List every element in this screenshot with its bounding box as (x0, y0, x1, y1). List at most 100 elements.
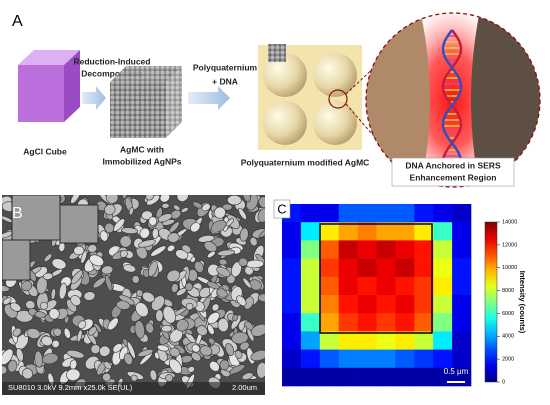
heat-cell (376, 349, 396, 369)
heat-cell (414, 222, 434, 241)
zoom-circle (365, 12, 541, 188)
heat-cell (433, 240, 453, 259)
heat-cell (300, 204, 321, 223)
heat-cell (357, 240, 377, 259)
heat-cell (452, 313, 472, 332)
heat-cell (395, 258, 415, 278)
heat-cell (338, 331, 358, 350)
colorbar (484, 221, 498, 383)
heat-cell (433, 349, 453, 369)
heat-cell (414, 349, 434, 369)
heat-cell (319, 367, 339, 387)
heat-cell (395, 276, 415, 296)
heat-cell (433, 331, 453, 350)
heat-cell (300, 331, 321, 350)
step-label: + DNA (212, 76, 238, 86)
caption: DNA Anchored in SERS (405, 160, 501, 170)
heat-cell (357, 331, 377, 350)
dna-strand (441, 29, 463, 171)
step-label: Decomposition (81, 68, 142, 78)
colorbar-tick-label: 10000 (502, 265, 517, 271)
heat-cell (300, 367, 321, 387)
heat-cell (452, 240, 472, 259)
heat-cell (282, 295, 302, 314)
heat-cell (319, 240, 339, 259)
heat-cell (319, 276, 339, 296)
sem-scale: 2.00um (232, 383, 257, 392)
heat-cell (357, 204, 377, 223)
heat-cell (357, 222, 377, 241)
caption: AgMC with (120, 144, 164, 154)
heat-cell (282, 331, 302, 350)
heat-cell (376, 276, 396, 296)
heat-cell (282, 276, 302, 296)
heat-cell (376, 295, 396, 314)
heat-cell (376, 222, 396, 241)
heat-cell (300, 258, 321, 278)
heat-cell (395, 349, 415, 369)
colorbar-tick-label: 4000 (502, 334, 514, 340)
heat-cell (395, 222, 415, 241)
agcl-cube (18, 50, 80, 122)
heat-cell (414, 367, 434, 387)
heat-cell (357, 367, 377, 387)
heat-cell (414, 276, 434, 296)
colorbar-tick-label: 14000 (502, 219, 517, 225)
heat-cell (319, 295, 339, 314)
heat-cell (395, 331, 415, 350)
colorbar-tick-label: 12000 (502, 242, 517, 248)
caption: Enhancement Region (410, 172, 497, 182)
heat-cell (433, 276, 453, 296)
heat-cell (452, 258, 472, 278)
sem-image (2, 195, 265, 395)
heat-cell (452, 295, 472, 314)
heat-cell (300, 276, 321, 296)
heat-cell (319, 349, 339, 369)
heat-cell (357, 295, 377, 314)
heat-cell (414, 313, 434, 332)
heat-cell (319, 204, 339, 223)
heat-cell (282, 222, 302, 241)
heat-cell (395, 367, 415, 387)
heat-cell (395, 295, 415, 314)
modified-agmc (258, 44, 362, 150)
heat-cell (338, 295, 358, 314)
heat-cell (357, 258, 377, 278)
heat-cell (452, 222, 472, 241)
colorbar-tick-label: 6000 (502, 311, 514, 317)
heat-cell (376, 258, 396, 278)
heat-cell (376, 331, 396, 350)
panel-label: A (12, 13, 23, 30)
heat-cell (300, 349, 321, 369)
heat-cell (338, 367, 358, 387)
heat-cell (357, 276, 377, 296)
panel-label: B (12, 205, 23, 222)
heat-cell (376, 240, 396, 259)
heat-cell (452, 331, 472, 350)
sem-footer: SU8010 3.0kV 9.2mm x25.0k SE(UL) (8, 383, 133, 392)
heat-cell (300, 222, 321, 241)
heat-cell (414, 240, 434, 259)
scale-bar-label: 0.5 μm (444, 367, 469, 376)
heat-cell (414, 258, 434, 278)
heat-cell (319, 313, 339, 332)
heat-cell (414, 331, 434, 350)
heat-cell (319, 222, 339, 241)
heat-cell (433, 258, 453, 278)
heat-cell (376, 204, 396, 223)
panel-label: C (277, 201, 286, 216)
heat-cell (282, 240, 302, 259)
heat-cell (357, 349, 377, 369)
heat-cell (414, 204, 434, 223)
heat-cell (282, 258, 302, 278)
region-box (319, 223, 433, 334)
heat-cell (452, 204, 472, 223)
heat-cell (338, 204, 358, 223)
heat-cell (433, 313, 453, 332)
heat-cell (300, 313, 321, 332)
heat-cell (282, 349, 302, 369)
colorbar-tick-label: 0 (502, 379, 505, 385)
heat-cell (338, 349, 358, 369)
heat-cell (338, 222, 358, 241)
